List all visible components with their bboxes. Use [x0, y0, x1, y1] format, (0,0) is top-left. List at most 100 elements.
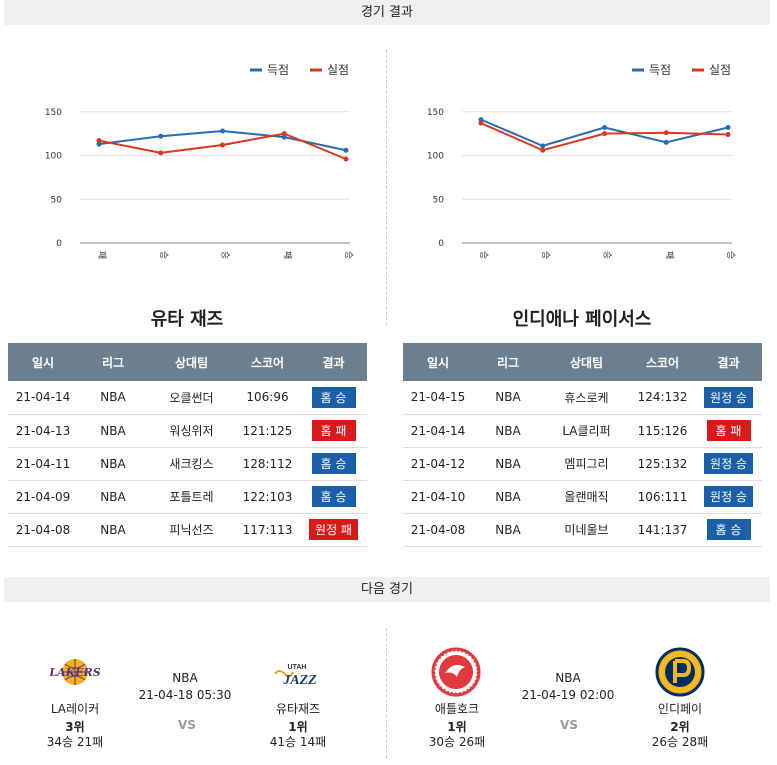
- cell-score: 122:103: [235, 480, 300, 514]
- data-point: [343, 147, 349, 153]
- hawks-logo: [431, 647, 481, 697]
- y-tick-label: 100: [427, 152, 444, 162]
- cell-opponent: LA클리퍼: [543, 414, 630, 448]
- cell-league: NBA: [473, 480, 543, 514]
- cell-date: 21-04-08: [403, 513, 473, 547]
- data-point: [158, 133, 164, 139]
- table-row: 21-04-08 NBA 미네울브 141:137 홈 승: [403, 513, 762, 547]
- section-header-next: 다음 경기: [4, 577, 770, 602]
- cell-result: 홈 패: [300, 414, 367, 448]
- x-tick-label: 패: [96, 251, 107, 259]
- x-tick-label: 패: [663, 251, 674, 259]
- result-badge: 원정 승: [704, 453, 753, 474]
- cell-score: 115:126: [630, 414, 695, 448]
- match1-home-rank: 3위: [65, 720, 85, 734]
- match1-vs: VS: [178, 718, 196, 732]
- match2-away-rank: 2위: [670, 720, 690, 734]
- match2-away-name: 인디페이: [657, 702, 703, 716]
- data-point: [478, 120, 484, 126]
- y-tick-label: 150: [45, 108, 62, 118]
- jazz-logo: UTAH JAZZ: [274, 664, 317, 688]
- x-tick-label: 승: [343, 251, 354, 259]
- svg-text:JAZZ: JAZZ: [282, 673, 317, 688]
- cell-opponent: 미네울브: [543, 513, 630, 547]
- match2-home-rank: 1위: [447, 720, 467, 734]
- cell-score: 121:125: [235, 414, 300, 448]
- right-team-chart: 득점 실점 0 50 100 150 승 승 승 패 승: [427, 63, 736, 259]
- svg-text:LAKERS: LAKERS: [50, 666, 100, 679]
- match1-away-rank: 1위: [288, 720, 308, 734]
- cell-date: 21-04-12: [403, 447, 473, 481]
- col-opponent: 상대팀: [148, 343, 235, 381]
- cell-result: 홈 승: [695, 513, 762, 547]
- match1-datetime: 21-04-18 05:30: [138, 688, 232, 702]
- table-row: 21-04-12 NBA 멤피그리 125:132 원정 승: [403, 447, 762, 481]
- cell-score: 141:137: [630, 513, 695, 547]
- legend-label: 실점: [709, 63, 731, 77]
- data-point: [725, 125, 731, 130]
- col-opponent: 상대팀: [543, 343, 630, 381]
- col-result: 결과: [300, 343, 367, 381]
- cell-opponent: 멤피그리: [543, 447, 630, 481]
- cell-result: 원정 승: [695, 381, 762, 415]
- match2-league: NBA: [555, 671, 581, 685]
- cell-result: 원정 승: [695, 447, 762, 481]
- cell-result: 원정 승: [695, 480, 762, 514]
- col-score: 스코어: [630, 343, 695, 381]
- data-point: [96, 141, 102, 147]
- cell-score: 128:112: [235, 447, 300, 481]
- y-tick-label: 50: [433, 195, 445, 205]
- result-badge: 원정 승: [704, 386, 753, 408]
- x-tick-label: 승: [602, 251, 613, 259]
- data-point: [220, 128, 225, 134]
- left-team-title: 유타 재즈: [150, 309, 224, 330]
- result-badge: 홈 승: [311, 453, 356, 474]
- result-badge: 원정 패: [309, 519, 358, 540]
- match1-home-name: LA레이커: [50, 702, 100, 716]
- cell-score: 117:113: [235, 513, 300, 547]
- data-point: [478, 117, 484, 123]
- cell-opponent: 휴스로케: [543, 381, 630, 415]
- cell-league: NBA: [78, 513, 148, 547]
- legend-label: 득점: [649, 63, 671, 77]
- result-badge: 원정 승: [704, 486, 753, 507]
- data-point: [343, 156, 349, 162]
- cell-league: NBA: [78, 381, 148, 415]
- x-tick-label: 패: [281, 251, 292, 259]
- match2-home-record: 30승 26패: [428, 735, 486, 749]
- cell-opponent: 포틀트레: [148, 480, 235, 514]
- cell-date: 21-04-11: [8, 447, 78, 481]
- x-tick-label: 승: [158, 251, 169, 259]
- match1-home-record: 34승 21패: [46, 735, 104, 749]
- table-row: 21-04-14 NBA 오클썬더 106:96 홈 승: [8, 381, 367, 415]
- cell-date: 21-04-08: [8, 513, 78, 547]
- col-league: 리그: [78, 343, 148, 381]
- table-row: 21-04-13 NBA 워싱위저 121:125 홈 패: [8, 414, 367, 448]
- cell-score: 106:96: [235, 381, 300, 415]
- cell-opponent: 올랜매직: [543, 480, 630, 514]
- match2-vs: VS: [560, 718, 578, 732]
- x-tick-label: 승: [725, 251, 736, 259]
- cell-date: 21-04-14: [8, 381, 78, 415]
- cell-league: NBA: [78, 480, 148, 514]
- match2-home-name: 애틀호크: [434, 702, 480, 716]
- cell-opponent: 피닉선즈: [148, 513, 235, 547]
- y-tick-label: 0: [438, 239, 444, 249]
- data-point: [281, 134, 287, 140]
- y-tick-label: 0: [56, 239, 62, 249]
- data-point: [663, 139, 669, 145]
- section-header-results: 경기 결과: [4, 0, 770, 25]
- table-row: 21-04-11 NBA 새크킹스 128:112 홈 승: [8, 447, 367, 481]
- y-tick-label: 50: [51, 195, 63, 205]
- lakers-logo: LAKERS: [50, 659, 100, 685]
- data-point: [281, 131, 287, 137]
- result-badge: 홈 승: [311, 486, 356, 507]
- col-date: 일시: [8, 343, 78, 381]
- cell-date: 21-04-13: [8, 414, 78, 448]
- cell-score: 125:132: [630, 447, 695, 481]
- col-date: 일시: [403, 343, 473, 381]
- cell-result: 홈 승: [300, 447, 367, 481]
- result-badge: 홈 패: [311, 420, 356, 441]
- divider-results: [386, 50, 387, 325]
- legend-label: 득점: [267, 63, 289, 77]
